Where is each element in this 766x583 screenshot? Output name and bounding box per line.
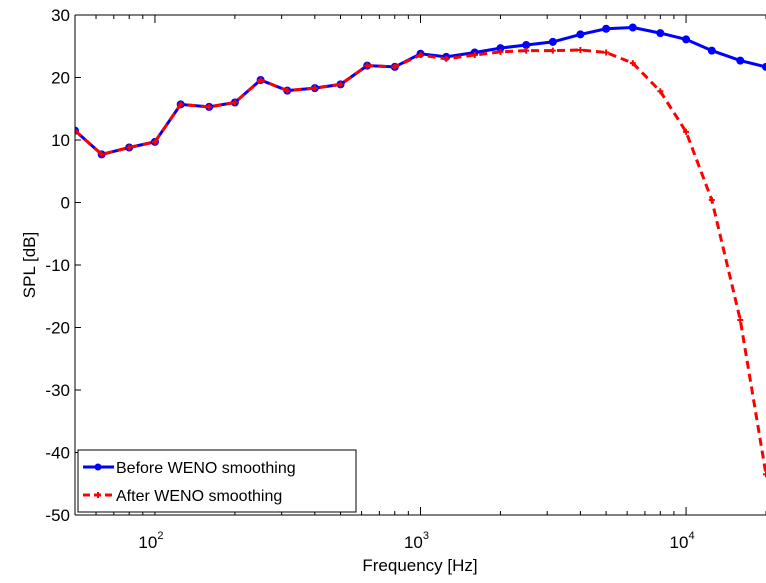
series-2-point — [337, 81, 344, 88]
y-tick-label: -40 — [45, 444, 70, 463]
y-tick-label: 0 — [61, 194, 70, 213]
y-tick-label: 10 — [51, 131, 70, 150]
series-2-point — [629, 60, 636, 67]
legend-swatch-marker — [95, 492, 101, 498]
series-1-point — [707, 46, 716, 55]
y-tick-label: -30 — [45, 381, 70, 400]
x-tick-exponent: 2 — [157, 530, 163, 542]
x-axis-label: Frequency [Hz] — [362, 556, 477, 575]
series-2-point — [177, 101, 184, 108]
series-1-point — [576, 30, 585, 39]
x-tick-base: 10 — [404, 533, 423, 552]
series-2-point — [231, 99, 238, 106]
series-2-point — [257, 77, 264, 83]
series-2-point — [708, 197, 715, 203]
x-tick-label: 102 — [138, 530, 163, 552]
series-2-point — [523, 47, 530, 54]
y-tick-label: -10 — [45, 256, 70, 275]
series-1-point — [762, 62, 766, 71]
series-2-point — [603, 49, 610, 56]
x-tick-label: 104 — [670, 530, 695, 552]
x-tick-base: 10 — [670, 533, 689, 552]
series-1-point — [602, 24, 611, 33]
series-2-point — [683, 128, 690, 135]
series-2-point — [284, 87, 291, 94]
series-2-point — [497, 48, 504, 55]
legend: Before WENO smoothing After WENO smoothin… — [77, 449, 357, 513]
series-1-point — [656, 29, 665, 38]
series-1-point — [736, 56, 745, 65]
series-2-point — [763, 471, 766, 478]
x-tick-exponent: 4 — [688, 530, 694, 542]
x-tick-exponent: 3 — [423, 530, 429, 542]
series-2-point — [737, 317, 744, 323]
series-2-point — [471, 52, 478, 58]
series-2-point — [657, 88, 664, 95]
series-2-point — [126, 144, 133, 151]
series-2-point — [151, 138, 158, 145]
y-tick-label: 20 — [51, 69, 70, 88]
legend-swatch-marker — [94, 463, 102, 471]
series-1-point — [548, 37, 557, 46]
y-axis-label: SPL [dB] — [20, 232, 39, 298]
y-tick-label: 30 — [51, 6, 70, 25]
y-tick-label: -20 — [45, 319, 70, 338]
series-2-point — [364, 62, 371, 69]
series-2-point — [311, 85, 318, 92]
series-1-point — [522, 41, 531, 49]
plot-area — [75, 15, 766, 515]
series-2-point — [443, 55, 450, 62]
legend-box — [77, 449, 357, 513]
series-2-point — [75, 127, 78, 134]
y-tick-label: -50 — [45, 506, 70, 525]
legend-label: After WENO smoothing — [116, 488, 282, 505]
series-2-point — [417, 52, 424, 58]
series-1-point — [682, 35, 691, 44]
x-tick-base: 10 — [138, 533, 157, 552]
series-1-point — [628, 23, 637, 32]
x-tick-label: 103 — [404, 530, 429, 552]
series-2-point — [206, 103, 213, 110]
series-2-point — [577, 47, 584, 53]
series-2-point — [98, 151, 105, 158]
series-2-point — [391, 63, 398, 70]
series-layer — [75, 23, 766, 478]
legend-label: Before WENO smoothing — [116, 460, 296, 477]
series-2-point — [549, 47, 556, 54]
